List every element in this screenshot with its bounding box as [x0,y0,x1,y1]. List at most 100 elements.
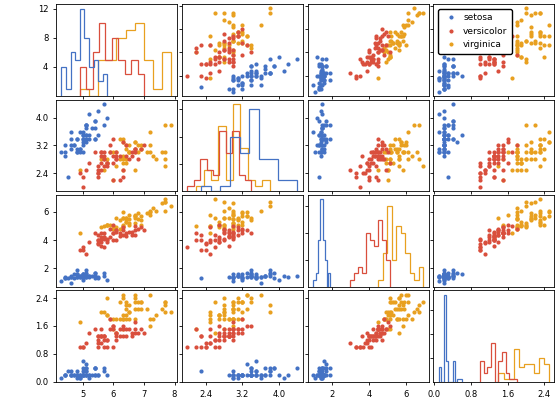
Point [197,275,206,282]
Point [312,371,321,378]
Point [72,375,81,381]
Point [201,241,210,248]
Point [228,323,237,329]
Point [475,244,484,251]
Point [183,72,192,79]
Point [521,224,530,231]
Point [94,237,102,244]
Point [283,371,292,378]
Point [233,371,242,378]
Point [535,149,544,156]
Point [365,54,374,60]
Point [377,47,386,53]
Point [247,49,256,56]
Point [535,135,544,142]
Point [325,364,334,371]
Point [215,238,224,245]
Point [233,33,242,39]
Point [439,276,448,283]
Point [498,230,507,236]
Point [517,40,526,47]
Point [316,375,325,381]
Point [314,368,323,375]
Point [238,210,247,217]
Point [224,86,233,93]
Point [197,247,206,253]
Point [320,357,329,364]
Point [224,58,233,65]
Point [228,326,237,333]
Point [314,368,323,375]
Point [118,291,127,298]
Point [498,58,507,65]
Point [320,79,329,86]
Point [318,135,327,142]
Point [247,371,256,378]
Point [485,54,494,60]
Point [494,31,503,37]
Point [444,81,452,88]
Point [374,49,383,56]
Point [480,70,489,76]
Point [435,273,444,280]
Point [233,330,242,336]
Point [517,17,526,24]
Point [247,217,256,224]
Point [439,273,448,280]
Point [494,231,503,238]
Point [439,152,448,159]
Point [146,142,155,149]
Point [137,298,146,305]
Point [224,333,233,340]
Point [238,371,247,378]
Point [309,371,318,378]
Point [385,312,394,319]
Point [435,273,444,280]
Point [318,63,327,70]
Point [215,333,224,340]
Point [376,47,385,53]
Point [224,371,233,378]
Point [475,237,484,244]
Point [78,344,87,350]
Point [115,226,124,232]
Point [489,234,498,241]
Point [85,272,94,279]
Point [81,273,90,280]
Point [265,368,274,375]
Point [480,60,489,67]
Point [228,49,237,56]
Point [206,315,214,322]
Point [121,315,130,322]
Point [197,333,206,340]
Point [400,149,409,156]
Point [521,121,530,128]
Point [448,72,457,79]
Point [368,336,377,343]
Point [310,375,319,381]
Point [69,275,78,282]
Point [220,237,228,244]
Point [318,111,327,118]
Point [444,149,452,156]
Point [439,146,448,152]
Point [498,223,507,229]
Point [498,177,507,184]
Point [312,54,321,60]
Point [228,302,237,308]
Point [355,344,364,350]
Point [314,72,323,79]
Point [94,273,102,280]
Point [78,149,87,156]
Point [374,135,383,142]
Point [535,45,544,51]
Point [161,298,170,305]
Point [206,340,214,346]
Point [439,279,448,286]
Point [220,224,228,231]
Point [444,121,452,128]
Point [316,368,325,375]
Point [146,207,155,214]
Point [118,214,127,221]
Point [103,163,112,170]
